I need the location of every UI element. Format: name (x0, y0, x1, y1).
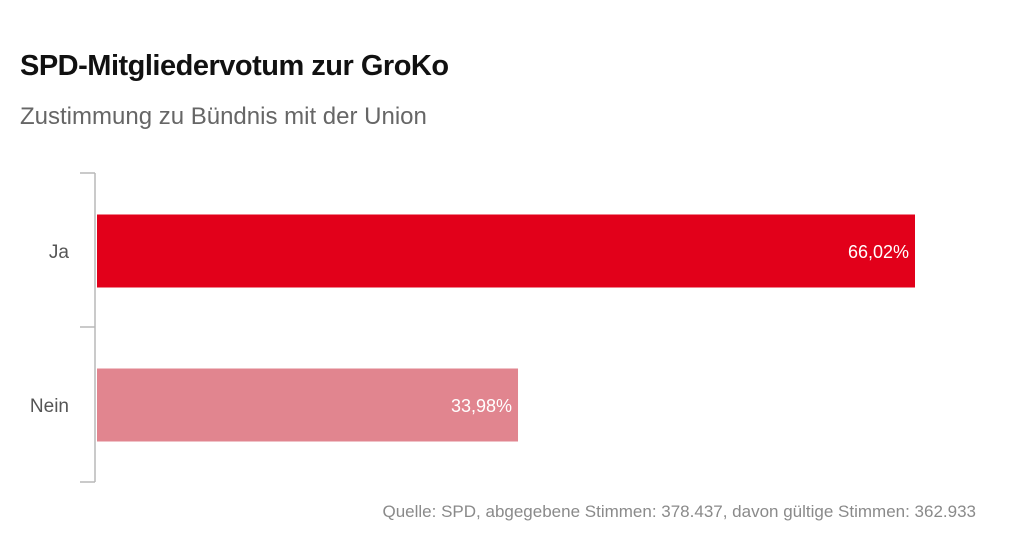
axis-y (80, 172, 96, 483)
chart-subtitle: Zustimmung zu Bündnis mit der Union (20, 103, 427, 130)
category-label: Ja (49, 242, 70, 263)
chart-title: SPD-Mitgliedervotum zur GroKo (20, 50, 449, 82)
category-label: Nein (30, 396, 69, 417)
bar-nein (97, 368, 519, 442)
bar-chart: Ja 66,02% Nein 33,98% (30, 172, 915, 483)
source-note: Quelle: SPD, abgegebene Stimmen: 378.437… (382, 502, 977, 521)
bars: Ja 66,02% Nein 33,98% (30, 214, 915, 442)
value-label: 33,98% (451, 396, 512, 416)
bar-ja (97, 214, 915, 288)
value-label: 66,02% (848, 242, 909, 262)
